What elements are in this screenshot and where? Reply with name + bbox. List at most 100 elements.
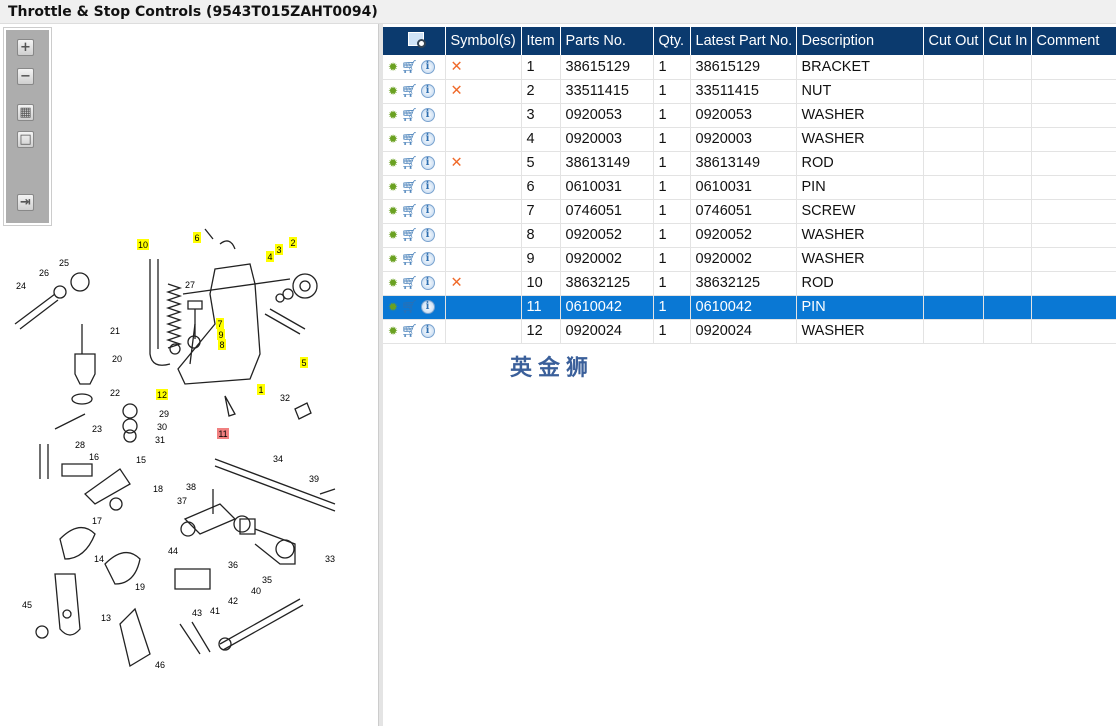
cart-icon[interactable]: 🛒︎ — [401, 179, 418, 195]
gear-icon[interactable]: ✹ — [388, 59, 399, 74]
cart-icon[interactable]: 🛒︎ — [401, 323, 418, 339]
table-row[interactable]: ✹ 🛒︎ i ✕ 2 33511415 1 33511415 NUT — [383, 79, 1116, 104]
column-header-latest-part-no[interactable]: Latest Part No. — [690, 27, 797, 55]
table-row[interactable]: ✹ 🛒︎ i 9 0920002 1 0920002 WASHER — [383, 247, 1116, 272]
header-preview[interactable] — [383, 27, 446, 55]
callout-5[interactable]: 5 — [301, 358, 306, 368]
table-row[interactable]: ✹ 🛒︎ i 12 0920024 1 0920024 WASHER — [383, 319, 1116, 344]
callout-24[interactable]: 24 — [16, 281, 26, 291]
callout-7[interactable]: 7 — [217, 319, 222, 329]
callout-44[interactable]: 44 — [168, 546, 178, 556]
gear-icon[interactable]: ✹ — [388, 324, 399, 339]
callout-21[interactable]: 21 — [110, 326, 120, 336]
diagram-panel[interactable]: + − ▦ □ ⇥ — [0, 24, 378, 726]
callout-22[interactable]: 22 — [110, 388, 120, 398]
info-icon[interactable]: i — [420, 132, 435, 147]
callout-39[interactable]: 39 — [309, 474, 319, 484]
cart-icon[interactable]: 🛒︎ — [401, 58, 418, 74]
callout-36[interactable]: 36 — [228, 560, 238, 570]
callout-29[interactable]: 29 — [159, 409, 169, 419]
gear-icon[interactable]: ✹ — [388, 180, 399, 195]
callout-14[interactable]: 14 — [94, 554, 104, 564]
callout-25[interactable]: 25 — [59, 258, 69, 268]
cart-icon[interactable]: 🛒︎ — [401, 275, 418, 291]
callout-2[interactable]: 2 — [290, 238, 295, 248]
cart-icon[interactable]: 🛒︎ — [401, 203, 418, 219]
callout-34[interactable]: 34 — [273, 454, 283, 464]
callout-1[interactable]: 1 — [258, 385, 263, 395]
callout-31[interactable]: 31 — [155, 435, 165, 445]
info-icon[interactable]: i — [420, 108, 435, 123]
callout-46[interactable]: 46 — [155, 660, 165, 670]
cart-icon[interactable]: 🛒︎ — [401, 227, 418, 243]
gear-icon[interactable]: ✹ — [388, 228, 399, 243]
callout-23[interactable]: 23 — [92, 424, 102, 434]
callout-6[interactable]: 6 — [194, 233, 199, 243]
cart-icon[interactable]: 🛒︎ — [401, 299, 418, 315]
splitter[interactable] — [378, 24, 383, 726]
callout-8[interactable]: 8 — [219, 340, 224, 350]
callout-38[interactable]: 38 — [186, 482, 196, 492]
table-row[interactable]: ✹ 🛒︎ i 8 0920052 1 0920052 WASHER — [383, 223, 1116, 248]
gear-icon[interactable]: ✹ — [388, 252, 399, 267]
info-icon[interactable]: i — [420, 204, 435, 219]
column-header-cut-out[interactable]: Cut Out — [923, 27, 984, 55]
callout-19[interactable]: 19 — [135, 582, 145, 592]
callout-18[interactable]: 18 — [153, 484, 163, 494]
callout-9[interactable]: 9 — [218, 330, 223, 340]
gear-icon[interactable]: ✹ — [388, 84, 399, 99]
callout-15[interactable]: 15 — [136, 455, 146, 465]
column-header-item[interactable]: Item — [521, 27, 561, 55]
callout-30[interactable]: 30 — [157, 422, 167, 432]
callout-10[interactable]: 10 — [138, 240, 148, 250]
info-icon[interactable]: i — [420, 228, 435, 243]
gear-icon[interactable]: ✹ — [388, 204, 399, 219]
callout-32[interactable]: 32 — [280, 393, 290, 403]
gear-icon[interactable]: ✹ — [388, 156, 399, 171]
table-row[interactable]: ✹ 🛒︎ i 7 0746051 1 0746051 SCREW — [383, 199, 1116, 224]
table-row[interactable]: ✹ 🛒︎ i ✕ 5 38613149 1 38613149 ROD — [383, 151, 1116, 176]
callout-11[interactable]: 11 — [218, 429, 227, 439]
callout-42[interactable]: 42 — [228, 596, 238, 606]
callout-33[interactable]: 33 — [325, 554, 335, 564]
callout-4[interactable]: 4 — [267, 252, 272, 262]
cart-icon[interactable]: 🛒︎ — [401, 155, 418, 171]
zoom-out-button[interactable]: − — [17, 68, 34, 85]
table-row[interactable]: ✹ 🛒︎ i ✕ 1 38615129 1 38615129 BRACKET — [383, 55, 1116, 80]
column-header-description[interactable]: Description — [796, 27, 924, 55]
callout-26[interactable]: 26 — [39, 268, 49, 278]
search-preview-icon[interactable] — [408, 32, 427, 48]
export-button[interactable]: ⇥ — [17, 194, 34, 211]
table-row[interactable]: ✹ 🛒︎ i 11 0610042 1 0610042 PIN — [383, 295, 1116, 320]
gear-icon[interactable]: ✹ — [388, 108, 399, 123]
callout-43[interactable]: 43 — [192, 608, 202, 618]
callout-13[interactable]: 13 — [101, 613, 111, 623]
gear-icon[interactable]: ✹ — [388, 276, 399, 291]
table-row[interactable]: ✹ 🛒︎ i 3 0920053 1 0920053 WASHER — [383, 103, 1116, 128]
callout-37[interactable]: 37 — [177, 496, 187, 506]
column-header-symbol-s[interactable]: Symbol(s) — [445, 27, 522, 55]
column-header-comment[interactable]: Comment — [1031, 27, 1116, 55]
info-icon[interactable]: i — [420, 276, 435, 291]
cart-icon[interactable]: 🛒︎ — [401, 251, 418, 267]
callout-35[interactable]: 35 — [262, 575, 272, 585]
info-icon[interactable]: i — [420, 252, 435, 267]
callout-16[interactable]: 16 — [89, 452, 99, 462]
callout-20[interactable]: 20 — [112, 354, 122, 364]
column-header-parts-no[interactable]: Parts No. — [560, 27, 654, 55]
info-icon[interactable]: i — [420, 59, 435, 74]
column-header-cut-in[interactable]: Cut In — [983, 27, 1032, 55]
callout-45[interactable]: 45 — [22, 600, 32, 610]
table-row[interactable]: ✹ 🛒︎ i 4 0920003 1 0920003 WASHER — [383, 127, 1116, 152]
info-icon[interactable]: i — [420, 84, 435, 99]
cart-icon[interactable]: 🛒︎ — [401, 131, 418, 147]
cart-icon[interactable]: 🛒︎ — [401, 83, 418, 99]
column-header-qty[interactable]: Qty. — [653, 27, 691, 55]
fit-to-window-button[interactable]: ▦ — [17, 104, 34, 121]
callout-41[interactable]: 41 — [210, 606, 220, 616]
callout-40[interactable]: 40 — [251, 586, 261, 596]
zoom-in-button[interactable]: + — [17, 39, 34, 56]
info-icon[interactable]: i — [420, 156, 435, 171]
info-icon[interactable]: i — [420, 324, 435, 339]
